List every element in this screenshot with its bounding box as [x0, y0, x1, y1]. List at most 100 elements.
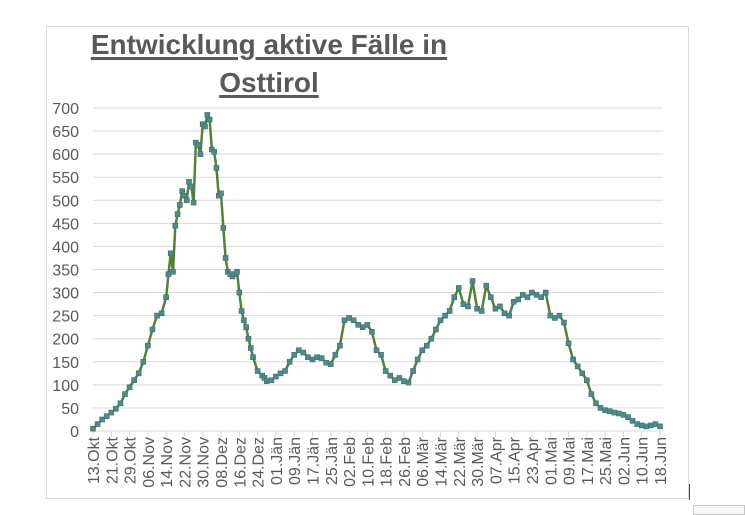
data-point-marker[interactable]	[369, 328, 375, 335]
data-point-marker[interactable]	[170, 269, 176, 275]
data-point-marker[interactable]	[327, 361, 334, 367]
data-point-marker[interactable]	[174, 211, 181, 217]
data-point-marker[interactable]	[579, 370, 586, 377]
data-point-marker[interactable]	[113, 406, 119, 412]
data-point-marker[interactable]	[501, 310, 508, 317]
data-point-marker[interactable]	[456, 285, 462, 291]
data-point-marker[interactable]	[273, 373, 279, 380]
data-point-marker[interactable]	[350, 317, 357, 324]
data-point-marker[interactable]	[634, 421, 640, 427]
data-point-marker[interactable]	[135, 370, 142, 377]
data-point-marker[interactable]	[94, 421, 101, 427]
data-point-marker[interactable]	[643, 423, 650, 430]
data-point-marker[interactable]	[570, 356, 576, 363]
data-point-marker[interactable]	[474, 305, 480, 312]
data-point-marker[interactable]	[291, 352, 297, 358]
data-point-marker[interactable]	[657, 423, 663, 430]
data-point-marker[interactable]	[220, 225, 227, 231]
data-point-marker[interactable]	[410, 368, 416, 374]
data-point-marker[interactable]	[181, 192, 188, 199]
data-point-marker[interactable]	[469, 278, 476, 284]
data-point-marker[interactable]	[167, 250, 174, 257]
data-point-marker[interactable]	[401, 378, 407, 384]
clipboard-icon[interactable]	[693, 505, 745, 515]
data-point-marker[interactable]	[236, 289, 243, 296]
data-point-marker[interactable]	[222, 255, 229, 261]
data-point-marker[interactable]	[625, 414, 631, 420]
data-point-marker[interactable]	[154, 312, 160, 319]
data-point-marker[interactable]	[247, 345, 254, 351]
data-point-marker[interactable]	[213, 165, 220, 171]
data-point-marker[interactable]	[542, 289, 549, 296]
data-point-marker[interactable]	[620, 412, 627, 418]
data-point-marker[interactable]	[419, 347, 426, 354]
data-point-marker[interactable]	[126, 384, 133, 390]
data-point-marker[interactable]	[211, 149, 217, 155]
data-point-marker[interactable]	[574, 363, 581, 370]
data-point-marker[interactable]	[373, 347, 380, 354]
data-point-marker[interactable]	[277, 370, 284, 377]
data-point-marker[interactable]	[90, 425, 96, 432]
data-point-marker[interactable]	[556, 312, 563, 319]
data-point-marker[interactable]	[359, 324, 366, 330]
data-point-marker[interactable]	[423, 342, 430, 349]
data-point-marker[interactable]	[243, 324, 249, 330]
chart-title[interactable]: Entwicklung aktive Fälle in Osttirol	[44, 26, 494, 102]
data-point-marker[interactable]	[254, 368, 261, 374]
data-point-marker[interactable]	[206, 116, 213, 123]
data-point-marker[interactable]	[561, 319, 567, 326]
data-point-marker[interactable]	[606, 408, 613, 414]
data-point-marker[interactable]	[483, 282, 490, 289]
data-point-marker[interactable]	[122, 391, 128, 397]
data-point-marker[interactable]	[593, 400, 599, 407]
data-point-marker[interactable]	[295, 347, 302, 354]
data-point-marker[interactable]	[488, 294, 494, 300]
data-point-marker[interactable]	[529, 289, 535, 296]
data-point-marker[interactable]	[355, 322, 362, 328]
data-point-marker[interactable]	[131, 377, 137, 384]
data-point-marker[interactable]	[616, 410, 622, 417]
data-point-marker[interactable]	[241, 317, 247, 324]
data-point-marker[interactable]	[234, 269, 240, 275]
data-point-marker[interactable]	[547, 312, 554, 319]
data-point-marker[interactable]	[387, 372, 394, 379]
data-point-marker[interactable]	[602, 407, 608, 414]
data-point-marker[interactable]	[533, 292, 540, 298]
data-point-marker[interactable]	[318, 355, 325, 361]
data-point-marker[interactable]	[442, 312, 448, 319]
data-point-marker[interactable]	[433, 326, 439, 333]
data-point-marker[interactable]	[638, 422, 645, 429]
data-point-marker[interactable]	[588, 391, 595, 397]
data-point-marker[interactable]	[202, 123, 208, 130]
data-point-marker[interactable]	[497, 303, 503, 310]
data-point-marker[interactable]	[163, 294, 169, 300]
data-point-marker[interactable]	[186, 179, 192, 185]
data-point-marker[interactable]	[538, 294, 544, 300]
data-point-marker[interactable]	[204, 112, 211, 118]
data-point-marker[interactable]	[341, 317, 348, 324]
data-point-marker[interactable]	[195, 142, 201, 148]
chart-area[interactable]	[46, 26, 689, 499]
data-point-marker[interactable]	[337, 342, 343, 349]
data-point-marker[interactable]	[378, 352, 384, 358]
data-point-marker[interactable]	[309, 356, 316, 363]
data-point-marker[interactable]	[492, 305, 499, 312]
data-point-marker[interactable]	[149, 326, 156, 333]
data-point-marker[interactable]	[103, 413, 110, 420]
data-point-marker[interactable]	[648, 422, 654, 429]
data-point-marker[interactable]	[552, 315, 558, 321]
data-point-marker[interactable]	[179, 188, 185, 194]
data-point-marker[interactable]	[428, 335, 435, 342]
data-point-marker[interactable]	[286, 358, 293, 365]
data-point-marker[interactable]	[183, 197, 190, 204]
data-point-marker[interactable]	[300, 349, 307, 356]
data-point-marker[interactable]	[245, 335, 252, 342]
data-point-marker[interactable]	[117, 400, 124, 407]
data-point-marker[interactable]	[465, 303, 471, 310]
data-point-marker[interactable]	[652, 421, 659, 427]
data-point-marker[interactable]	[197, 151, 204, 157]
data-point-marker[interactable]	[346, 315, 352, 321]
data-point-marker[interactable]	[323, 359, 330, 366]
data-point-marker[interactable]	[510, 298, 517, 305]
data-point-marker[interactable]	[305, 354, 311, 360]
